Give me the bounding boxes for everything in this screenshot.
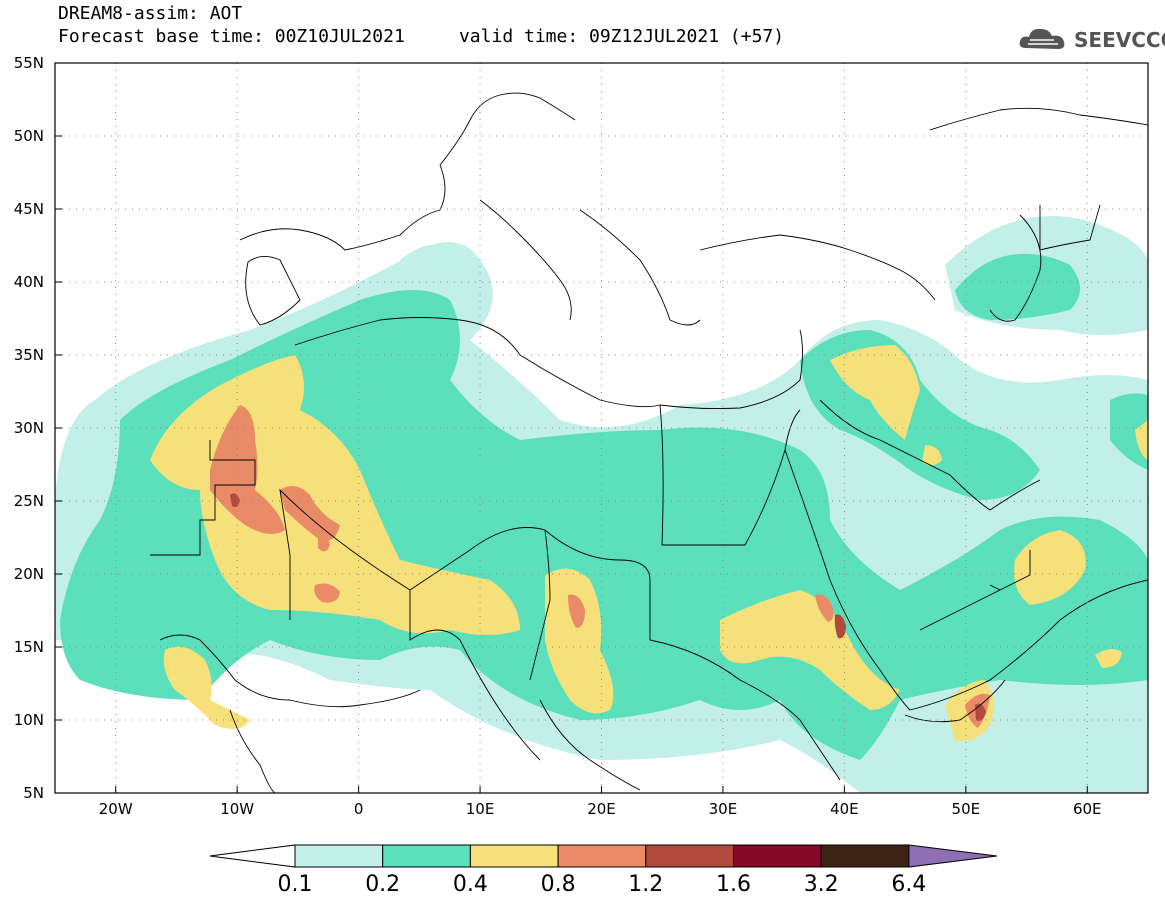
lat-tick-label: 40N <box>13 273 44 291</box>
grid-lines <box>55 63 1148 793</box>
forecast-time-line: Forecast base time: 00Z10JUL2021 valid t… <box>58 26 785 47</box>
lon-tick-label: 30E <box>708 800 738 818</box>
colorbar-tick-label: 1.6 <box>716 872 751 897</box>
cloud-icon <box>1019 28 1065 49</box>
lat-tick-label: 10N <box>13 711 44 729</box>
seevccc-logo: SEEVCCC <box>1018 24 1165 54</box>
colorbar-low-extend <box>209 844 296 868</box>
colorbar-tick-label: 1.2 <box>628 872 664 897</box>
colorbar-tick-label: 6.4 <box>891 872 927 897</box>
lat-tick-label: 25N <box>13 492 44 510</box>
colorbar-tick-label: 0.8 <box>540 872 576 897</box>
lon-tick-label: 10E <box>465 800 495 818</box>
lon-tick-label: 10W <box>220 800 255 818</box>
lat-tick-label: 50N <box>13 127 44 145</box>
colorbar-cell <box>733 844 822 868</box>
coastlines <box>150 92 1148 793</box>
colorbar-cell <box>820 844 910 868</box>
colorbar-tick-label: 0.1 <box>277 872 313 897</box>
lon-tick-label: 20E <box>587 800 616 818</box>
lon-tick-label: 0 <box>353 800 364 818</box>
colorbar-high-extend <box>908 844 997 868</box>
colorbar-cell <box>382 844 471 868</box>
colorbar-cell <box>557 844 647 868</box>
lat-tick-label: 20N <box>13 565 44 583</box>
aot-band-1.2-1.6 <box>230 493 986 721</box>
map-frame <box>54 62 1149 794</box>
lat-tick-label: 30N <box>13 419 44 437</box>
lat-tick-label: 35N <box>13 346 44 364</box>
colorbar-cell <box>645 844 734 868</box>
lon-tick-label: 20W <box>98 800 133 818</box>
colorbar-tick-label: 0.2 <box>365 872 401 897</box>
colorbar-tick-label: 3.2 <box>803 872 839 897</box>
lat-tick-label: 55N <box>13 54 44 72</box>
colorbar-tick-label: 0.4 <box>452 872 488 897</box>
colorbar-cell <box>294 844 384 868</box>
lon-tick-label: 60E <box>1072 800 1102 818</box>
lon-tick-label: 50E <box>951 800 981 818</box>
lat-tick-label: 45N <box>13 200 44 218</box>
colorbar-cell <box>469 844 559 868</box>
logo-text: SEEVCCC <box>1074 28 1165 52</box>
map-title: DREAM8-assim: AOT <box>58 3 243 24</box>
lat-tick-label: 5N <box>23 784 44 802</box>
lat-tick-label: 15N <box>13 638 44 656</box>
lon-tick-label: 40E <box>830 800 859 818</box>
